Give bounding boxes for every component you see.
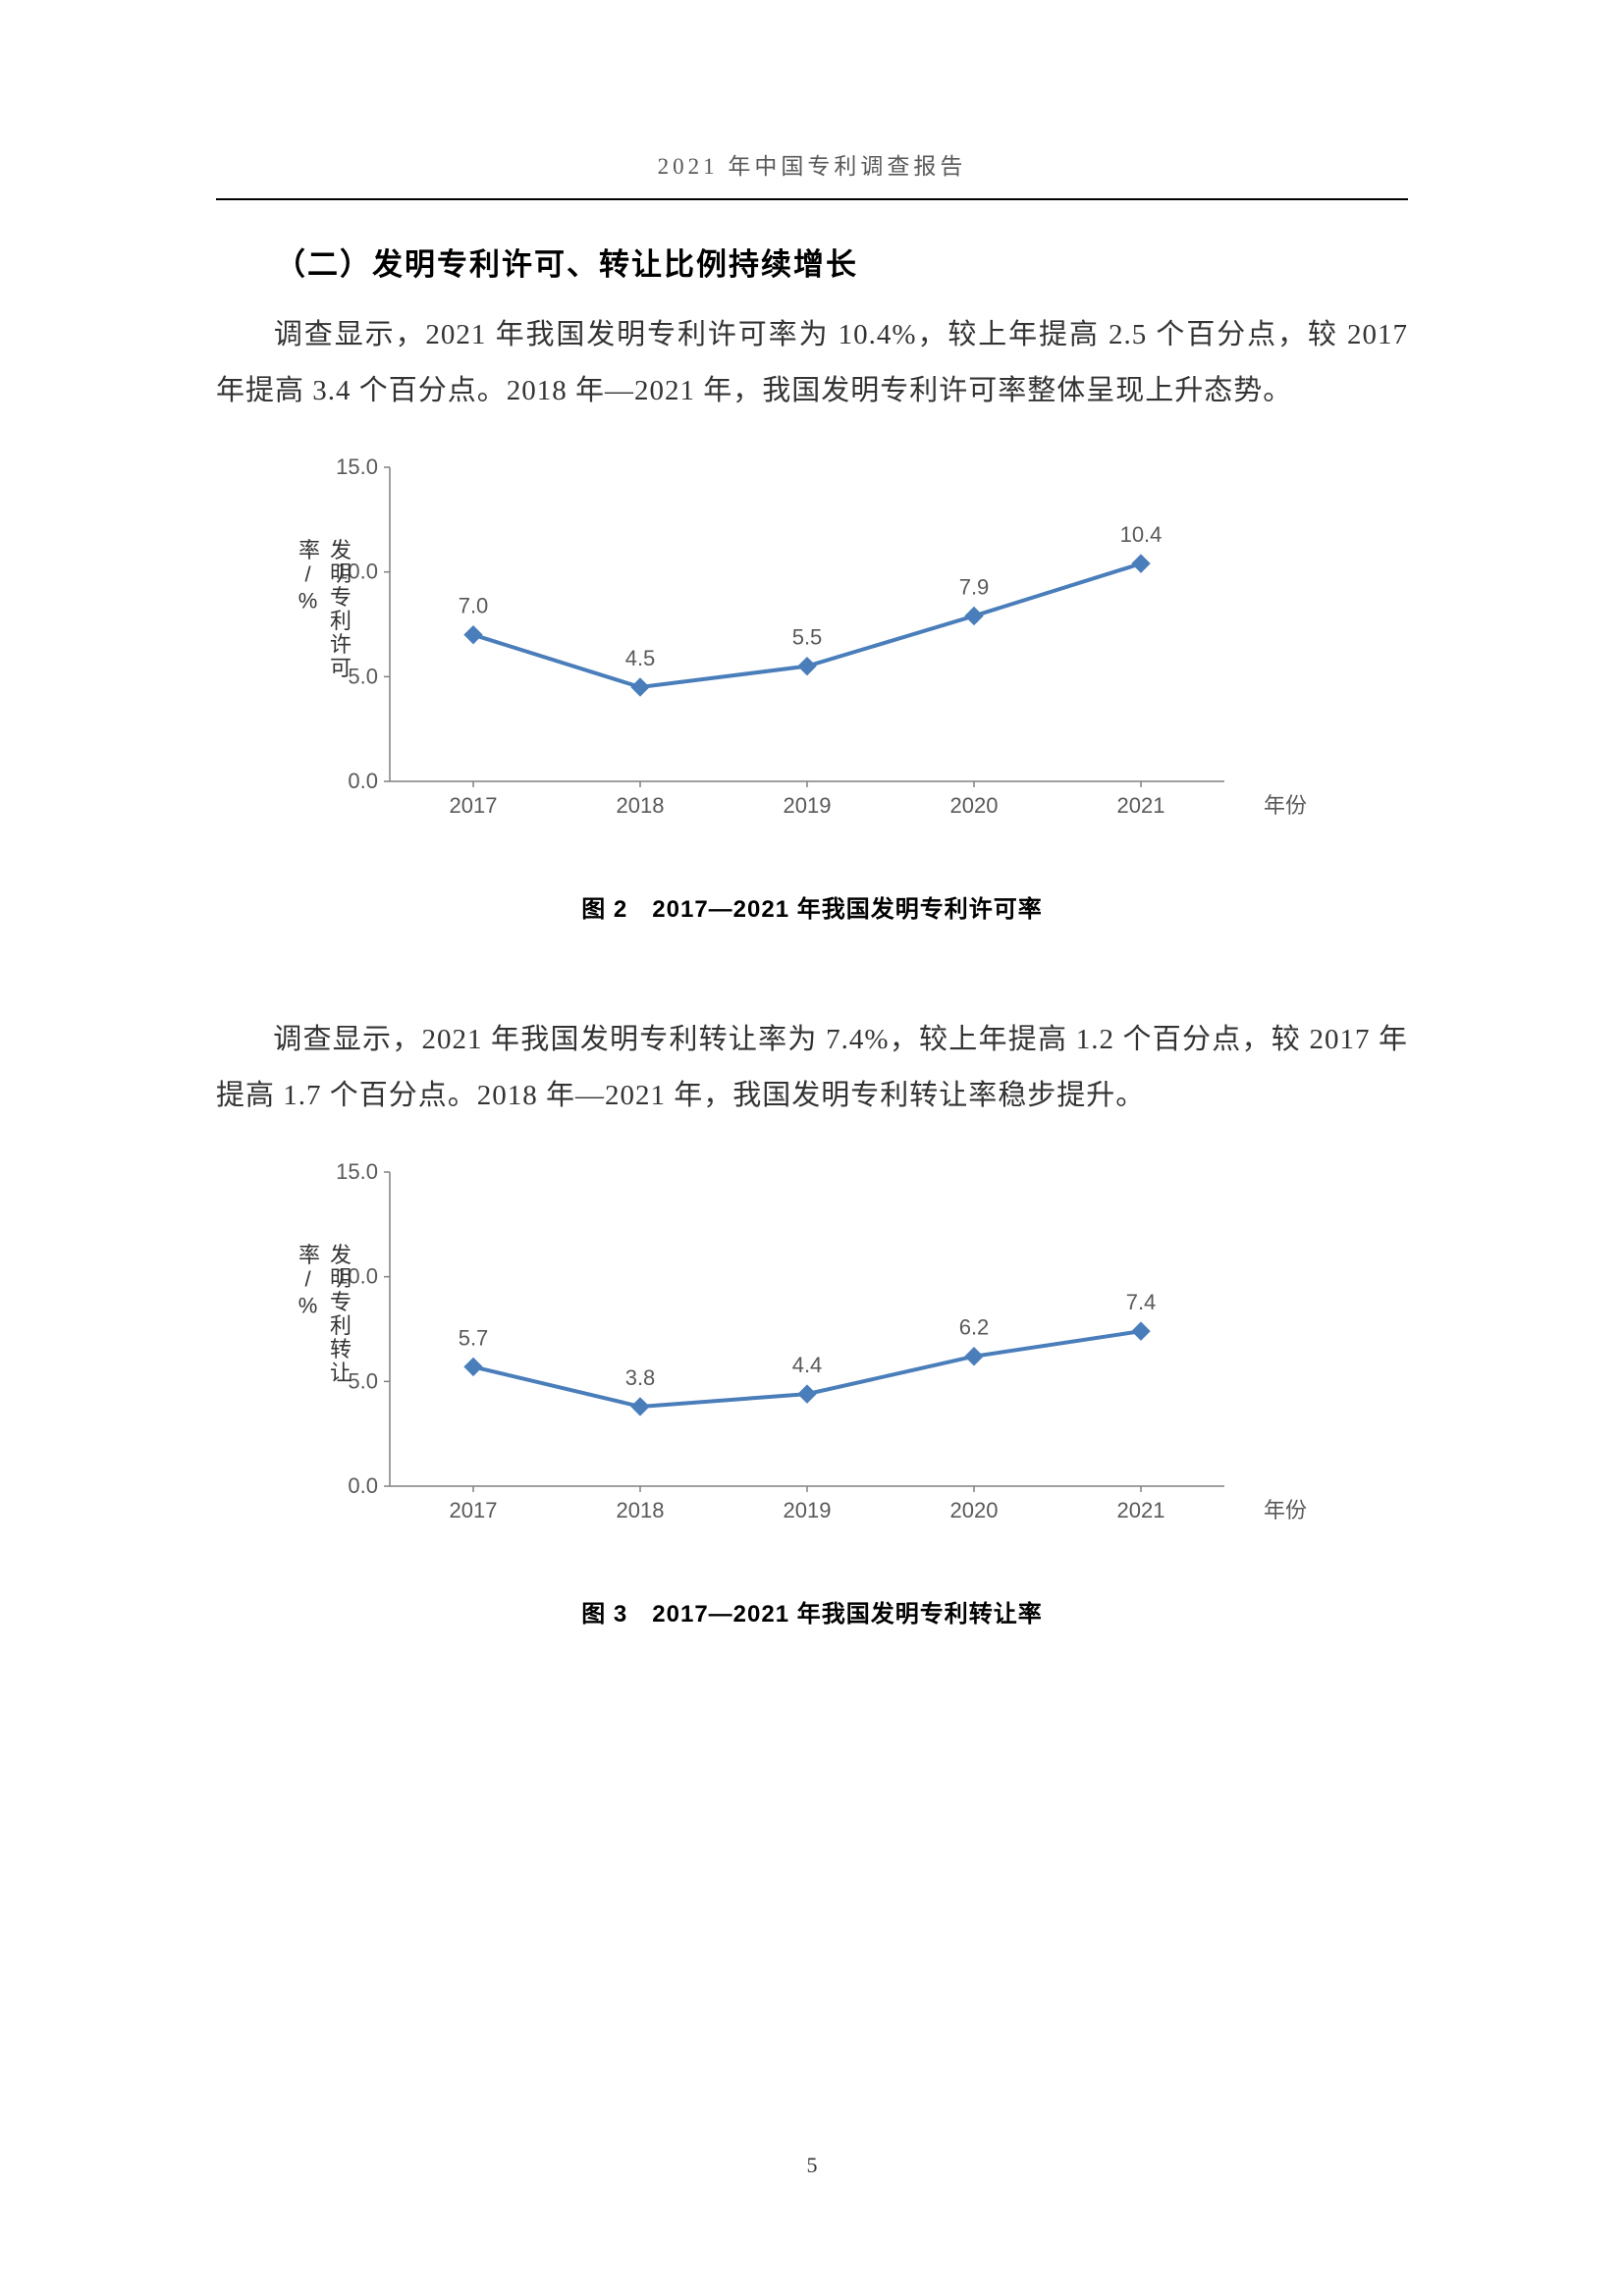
chart-2-ylabel: 发明专利转让率/% bbox=[292, 1244, 354, 1445]
chart-2-container: 发明专利转让率/% 0.05.010.015.02017201820192020… bbox=[311, 1143, 1313, 1545]
svg-text:7.9: 7.9 bbox=[959, 575, 990, 600]
paragraph-1: 调查显示，2021 年我国发明专利许可率为 10.4%，较上年提高 2.5 个百… bbox=[216, 307, 1408, 418]
svg-text:2020: 2020 bbox=[950, 793, 999, 818]
svg-text:2021: 2021 bbox=[1117, 1498, 1165, 1522]
svg-text:5.5: 5.5 bbox=[792, 625, 823, 650]
svg-text:2021: 2021 bbox=[1117, 793, 1165, 818]
svg-text:2019: 2019 bbox=[784, 1498, 832, 1522]
svg-text:7.0: 7.0 bbox=[459, 594, 489, 618]
page-number: 5 bbox=[0, 2153, 1624, 2178]
svg-text:6.2: 6.2 bbox=[959, 1315, 990, 1340]
chart-1-caption: 图 2 2017—2021 年我国发明专利许可率 bbox=[216, 889, 1408, 924]
section-heading: （二）发明专利许可、转让比例持续增长 bbox=[275, 240, 1408, 284]
paragraph-2: 调查显示，2021 年我国发明专利转让率为 7.4%，较上年提高 1.2 个百分… bbox=[216, 1012, 1408, 1123]
svg-text:10.4: 10.4 bbox=[1120, 522, 1163, 547]
svg-text:2019: 2019 bbox=[784, 793, 832, 818]
svg-text:0.0: 0.0 bbox=[348, 769, 378, 793]
paragraph-2-text: 调查显示，2021 年我国发明专利转让率为 7.4%，较上年提高 1.2 个百分… bbox=[216, 1024, 1408, 1111]
svg-text:年份: 年份 bbox=[1264, 793, 1307, 818]
chart-1-ylabel: 发明专利许可率/% bbox=[292, 539, 354, 740]
svg-text:2017: 2017 bbox=[450, 793, 498, 818]
chart-1-svg: 0.05.010.015.020172018201920202021年份7.04… bbox=[311, 438, 1313, 840]
svg-text:4.5: 4.5 bbox=[625, 646, 656, 670]
svg-text:年份: 年份 bbox=[1264, 1498, 1307, 1522]
svg-text:2017: 2017 bbox=[450, 1498, 498, 1522]
svg-text:2018: 2018 bbox=[617, 1498, 665, 1522]
svg-text:7.4: 7.4 bbox=[1126, 1290, 1157, 1314]
svg-text:2020: 2020 bbox=[950, 1498, 999, 1522]
chart-2-svg: 0.05.010.015.020172018201920202021年份5.73… bbox=[311, 1143, 1313, 1545]
svg-text:15.0: 15.0 bbox=[336, 454, 378, 479]
svg-text:2018: 2018 bbox=[617, 793, 665, 818]
chart-2-caption: 图 3 2017—2021 年我国发明专利转让率 bbox=[216, 1594, 1408, 1629]
svg-text:4.4: 4.4 bbox=[792, 1353, 823, 1377]
paragraph-1-text: 调查显示，2021 年我国发明专利许可率为 10.4%，较上年提高 2.5 个百… bbox=[216, 319, 1408, 406]
svg-text:0.0: 0.0 bbox=[348, 1473, 378, 1498]
svg-text:5.7: 5.7 bbox=[459, 1326, 489, 1351]
page-header-title: 2021 年中国专利调查报告 bbox=[216, 147, 1408, 200]
chart-1-container: 发明专利许可率/% 0.05.010.015.02017201820192020… bbox=[311, 438, 1313, 840]
svg-text:3.8: 3.8 bbox=[625, 1365, 656, 1390]
svg-text:15.0: 15.0 bbox=[336, 1159, 378, 1184]
